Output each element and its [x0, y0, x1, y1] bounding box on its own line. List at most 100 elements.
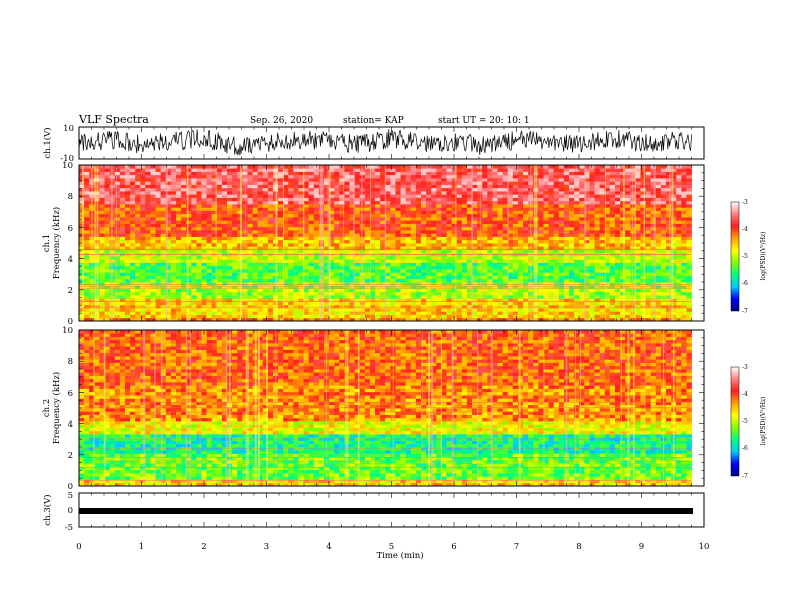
ch1-spectrogram-cell	[339, 217, 345, 221]
ch1-spectrogram-cell	[497, 249, 504, 254]
ch1-spectrogram-cell	[380, 259, 386, 263]
ch1-spectrogram-cell	[329, 259, 335, 263]
ch1-spectrogram-cell	[196, 317, 202, 322]
ch1-spectrogram-cell	[472, 256, 478, 260]
ch1-spectrogram-cell	[482, 239, 488, 244]
ch1-spectrogram-cell	[507, 311, 514, 315]
ch1-spectrogram-cell	[640, 262, 646, 267]
ch1-spectrogram-cell	[221, 311, 228, 315]
ch1-spectrogram-cell	[303, 265, 310, 270]
ch1-spectrogram-cell	[303, 194, 310, 198]
ch1-spectrogram-cell	[461, 187, 468, 192]
ch1-spectrogram-cell	[334, 311, 340, 315]
ch1-spectrogram-cell	[104, 308, 111, 312]
ch1-spectrogram-cell	[298, 269, 304, 273]
ch1-spectrogram-cell	[79, 191, 85, 195]
ch1-spectrogram-cell	[676, 200, 682, 205]
ch1-spectrogram-cell	[599, 259, 606, 263]
ch1-spectrogram-cell	[482, 308, 488, 312]
ch1-spectrogram-cell	[298, 317, 304, 322]
ch1-spectrogram-cell	[400, 204, 407, 208]
ch1-spectrogram-cell	[477, 239, 483, 244]
ch1-spectrogram-cell	[375, 246, 381, 250]
ch1-spectrogram-cell	[451, 236, 458, 241]
ch1-spectrogram-cell	[354, 301, 361, 306]
ch1-spectrogram-cell	[446, 220, 452, 224]
ch1-spectrogram-cell	[517, 249, 524, 254]
ch1-spectrogram-cell	[686, 265, 692, 270]
ch1-spectrogram-cell	[130, 295, 136, 299]
ch1-spectrogram-cell	[334, 278, 340, 283]
ch1-spectrogram-cell	[308, 308, 315, 312]
ch1-spectrogram-cell	[344, 187, 350, 192]
ch1-spectrogram-cell	[288, 226, 294, 231]
ch1-spectrogram-cell	[466, 194, 473, 198]
ch1-spectrogram-cell	[574, 210, 580, 215]
ch1-spectrogram-cell	[99, 262, 105, 267]
ch1-spectrogram-cell	[140, 256, 146, 260]
ch1-spectrogram-cell	[252, 314, 259, 319]
ch1-spectrogram-cell	[155, 220, 162, 224]
ch1-spectrogram-cell	[160, 210, 167, 215]
ch1-spectrogram-cell	[191, 207, 197, 211]
ch1-spectrogram-cell	[604, 311, 611, 315]
ch1-spectrogram-cell	[349, 301, 356, 306]
ch1-spectrogram-cell	[477, 314, 483, 319]
ch1-spectrogram-cell	[553, 187, 560, 192]
ch1-spectrogram-cell	[390, 308, 396, 312]
ch1-spectrogram-cell	[660, 272, 667, 276]
ch1-spectrogram-cell	[349, 269, 356, 273]
ch1-spectrogram-cell	[124, 184, 131, 189]
ch1-spectrogram-cell	[405, 291, 412, 296]
ch1-spectrogram-cell	[339, 239, 345, 244]
ch1-waveform-path	[78, 129, 692, 156]
ch1-spectrogram-cell	[415, 230, 422, 234]
ch1-spectrogram-cell	[400, 317, 407, 322]
ch1-spectrogram-cell	[211, 295, 218, 299]
ch1-spectrogram-cell	[650, 233, 657, 237]
ch1-spectrogram-cell	[150, 314, 156, 319]
ch1-spectrogram-cell	[441, 262, 447, 267]
ch1-spectrogram-cell	[538, 311, 544, 315]
ch1-spectrogram-cell	[186, 194, 192, 198]
ch1-spectrogram-cell	[278, 249, 284, 254]
ch1-spectrogram-cell	[124, 217, 131, 221]
ch1-spectrogram-cell	[451, 191, 458, 195]
ch1-spectrogram-cell	[283, 239, 289, 244]
ch1-spectrogram-cell	[569, 226, 575, 231]
ch1-spectrogram-cell	[405, 311, 412, 315]
ch1-spectrogram-cell	[211, 269, 218, 273]
ch1-spectrogram-cell	[523, 298, 529, 302]
ch1-spectrogram-cell	[201, 262, 207, 267]
ch1-spectrogram-cell	[594, 207, 601, 211]
ch1-spectrogram-cell	[517, 275, 524, 280]
ch1-spectrogram-cell	[313, 288, 320, 293]
ch1-spectrogram-cell	[84, 256, 90, 260]
ch1-spectrogram-cell	[308, 259, 315, 263]
ch1-spectrogram-cell	[492, 239, 498, 244]
ch1-spectrogram-cell	[135, 288, 141, 293]
ch1-spectrogram-cell	[543, 197, 549, 202]
ch1-spectrogram-cell	[79, 265, 85, 270]
ch1-spectrogram-cell	[267, 272, 274, 276]
ch1-spectrogram-cell	[466, 200, 473, 205]
ch1-spectrogram-cell	[543, 256, 549, 260]
ch1-spectrogram-cell	[671, 217, 677, 221]
ch1-spectrogram-cell	[594, 246, 601, 250]
ch1-spectrogram-cell	[548, 278, 555, 283]
ch1-spectrogram-cell	[512, 291, 519, 296]
ch1-spectrogram-cell	[349, 239, 356, 244]
ch1-spectrogram-cell	[288, 278, 294, 283]
ch1-spectrogram-cell	[140, 288, 146, 293]
ch1-spectrogram-cell	[211, 210, 218, 215]
ch1-spectrogram-cell	[84, 272, 90, 276]
ch1-spectrogram-cell	[354, 265, 361, 270]
ch1-spectrogram-cell	[660, 311, 667, 315]
ch1-spectrogram-cell	[160, 184, 167, 189]
ch1-spectrogram-cell	[477, 230, 483, 234]
ch1-spectrogram-cell	[655, 282, 662, 286]
ch1-spectrogram-cell	[655, 239, 662, 244]
ch1-spectrogram-cell	[211, 233, 218, 237]
ch1-spectrogram-cell	[140, 301, 146, 306]
ch1-spectrogram-cell	[390, 275, 396, 280]
